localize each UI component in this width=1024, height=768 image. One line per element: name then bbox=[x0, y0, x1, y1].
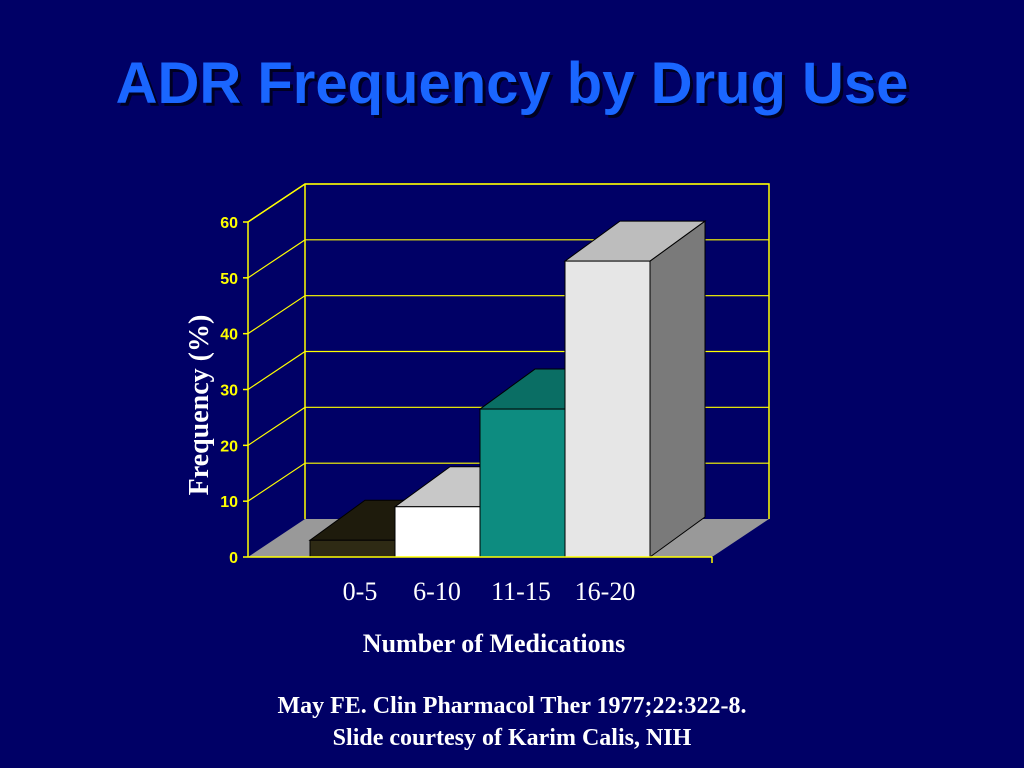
citation: May FE. Clin Pharmacol Ther 1977;22:322-… bbox=[0, 690, 1024, 754]
x-tick-label: 0-5 bbox=[343, 577, 378, 606]
y-tick-label: 50 bbox=[220, 271, 238, 288]
bar-16-20 bbox=[563, 220, 707, 558]
x-tick-labels: 0-5 6-10 11-15 16-20 bbox=[343, 577, 636, 606]
y-tick-label: 40 bbox=[220, 327, 238, 344]
bar-front bbox=[564, 260, 651, 558]
y-tick-label: 30 bbox=[220, 383, 238, 400]
x-tick-label: 11-15 bbox=[491, 577, 551, 606]
bar-front bbox=[309, 539, 396, 558]
y-tick-label: 60 bbox=[220, 215, 238, 232]
citation-reference: May FE. Clin Pharmacol Ther 1977;22:322-… bbox=[277, 693, 747, 719]
citation-courtesy: Slide courtesy of Karim Calis, NIH bbox=[332, 725, 692, 751]
y-tick-labels: 0 10 20 30 40 50 60 bbox=[220, 215, 238, 567]
x-axis-label: Number of Medications bbox=[363, 629, 625, 658]
chart-axes bbox=[243, 221, 713, 563]
y-tick-label: 10 bbox=[220, 494, 238, 511]
y-tick-label: 20 bbox=[220, 438, 238, 455]
bar-front bbox=[394, 506, 481, 558]
chart-bars bbox=[308, 220, 707, 558]
x-tick-label: 6-10 bbox=[413, 577, 461, 606]
y-tick-label: 0 bbox=[229, 550, 238, 567]
slide-title: ADR Frequency by Drug Use bbox=[115, 51, 909, 116]
y-axis-label: Frequency (%) bbox=[184, 315, 215, 496]
gridline bbox=[247, 183, 769, 223]
bar-front bbox=[479, 408, 566, 558]
bar-side bbox=[649, 220, 706, 558]
x-tick-label: 16-20 bbox=[575, 577, 636, 606]
